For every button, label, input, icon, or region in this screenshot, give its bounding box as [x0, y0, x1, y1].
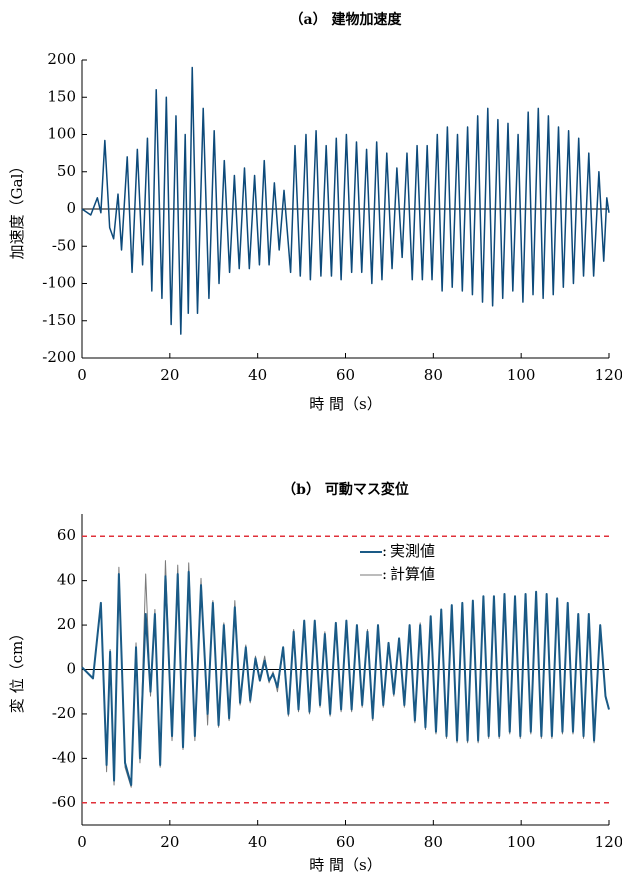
x-tick-label: 0: [77, 366, 87, 384]
y-tick-label: 40: [57, 571, 76, 589]
x-axis-label: 時 間（s）: [309, 395, 381, 413]
y-tick-label: 0: [66, 660, 76, 678]
x-tick-label: 120: [595, 366, 622, 384]
x-tick-label: 120: [595, 833, 622, 851]
legend-colon: :: [382, 542, 387, 560]
series-line: [81, 66, 610, 335]
y-tick-label: -40: [52, 748, 76, 766]
y-tick-label: -150: [42, 311, 76, 329]
legend-colon: :: [382, 565, 387, 583]
x-tick-label: 20: [160, 833, 179, 851]
x-tick-label: 20: [160, 366, 179, 384]
x-tick-label: 100: [507, 833, 536, 851]
x-tick-label: 80: [424, 833, 443, 851]
y-tick-label: 60: [57, 526, 76, 544]
y-tick-label: -60: [52, 793, 76, 811]
x-tick-label: 100: [507, 366, 536, 384]
x-tick-label: 60: [336, 366, 355, 384]
y-tick-label: 150: [47, 87, 76, 105]
y-axis-label: 加速度（Gal）: [8, 159, 26, 260]
y-tick-label: 200: [47, 50, 76, 68]
y-tick-label: -50: [52, 236, 76, 254]
x-axis-label: 時 間（s）: [309, 856, 381, 874]
y-tick-label: 0: [66, 199, 76, 217]
legend-label: 計算値: [390, 565, 435, 583]
y-tick-label: 50: [57, 162, 76, 180]
y-tick-label: -200: [42, 348, 76, 366]
y-axis-label: 変 位（cm）: [8, 626, 26, 713]
x-tick-label: 40: [248, 833, 267, 851]
y-tick-label: 100: [47, 125, 76, 143]
legend-label: 実測値: [390, 542, 435, 560]
series-line: [81, 570, 610, 787]
chart-title: （b） 可動マス変位: [282, 481, 409, 498]
y-tick-label: -20: [52, 704, 76, 722]
y-tick-label: 20: [57, 615, 76, 633]
x-tick-label: 80: [424, 366, 443, 384]
x-tick-label: 40: [248, 366, 267, 384]
x-tick-label: 60: [336, 833, 355, 851]
y-tick-label: -100: [42, 274, 76, 292]
x-tick-label: 0: [77, 833, 87, 851]
chart-title: （a） 建物加速度: [290, 11, 403, 28]
